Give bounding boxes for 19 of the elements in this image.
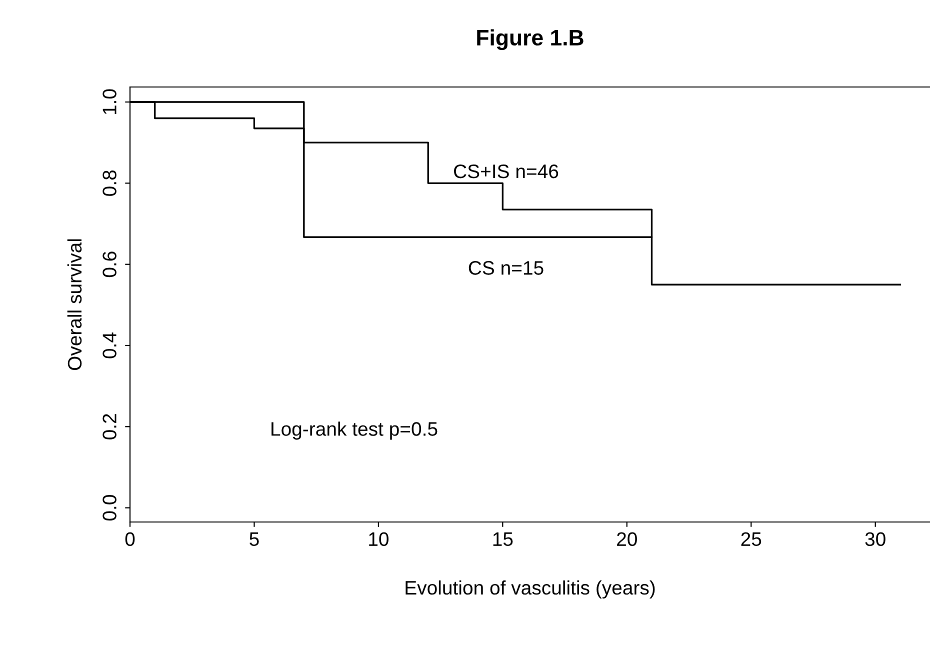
annotation: Log-rank test p=0.5 <box>272 422 438 440</box>
x-tick-label: 15 <box>493 532 513 546</box>
x-tick-label: 10 <box>369 532 388 546</box>
y-tick-label: 0.2 <box>102 414 116 440</box>
chart-title: Figure 1.B <box>477 29 584 50</box>
x-tick-label: 25 <box>741 532 762 546</box>
x-tick-label: 5 <box>250 532 259 546</box>
y-tick-label: 0.8 <box>102 170 116 196</box>
y-tick-label: 0.4 <box>102 332 116 358</box>
x-axis-title: Evolution of vasculitis (years) <box>406 580 655 599</box>
y-tick-label: 1.0 <box>102 89 116 114</box>
x-tick-label: 0 <box>125 532 135 546</box>
series-label: CS+IS n=46 <box>454 164 558 178</box>
x-tick-label: 20 <box>617 532 637 546</box>
series-label: CS n=15 <box>468 261 544 275</box>
y-tick-label: 0.0 <box>102 495 116 521</box>
x-tick-label: 30 <box>865 532 886 546</box>
y-tick-label: 0.6 <box>102 252 116 278</box>
y-axis-title: Overall survival <box>67 239 82 370</box>
